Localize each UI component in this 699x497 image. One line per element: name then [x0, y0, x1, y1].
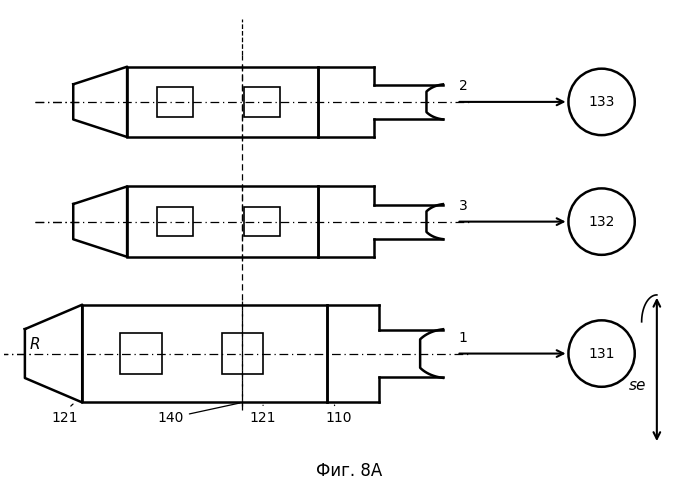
Text: se: se — [629, 378, 646, 393]
Text: 131: 131 — [589, 346, 615, 360]
Text: 3: 3 — [459, 199, 468, 213]
Text: Фиг. 8A: Фиг. 8A — [317, 462, 382, 480]
Text: 140: 140 — [157, 403, 240, 425]
Text: 1: 1 — [459, 331, 468, 345]
Bar — [244, 207, 280, 236]
Text: 2: 2 — [459, 79, 468, 93]
Bar — [127, 67, 319, 137]
Bar — [82, 305, 326, 403]
Bar — [120, 333, 161, 374]
Bar — [244, 87, 280, 117]
Text: 121: 121 — [250, 405, 276, 425]
Text: 121: 121 — [51, 404, 78, 425]
Bar — [127, 186, 319, 257]
Text: 133: 133 — [589, 95, 615, 109]
Text: 132: 132 — [589, 215, 615, 229]
Bar — [157, 207, 194, 236]
Text: R: R — [29, 337, 40, 352]
Bar — [222, 333, 263, 374]
Text: 110: 110 — [325, 405, 352, 425]
Bar — [157, 87, 194, 117]
